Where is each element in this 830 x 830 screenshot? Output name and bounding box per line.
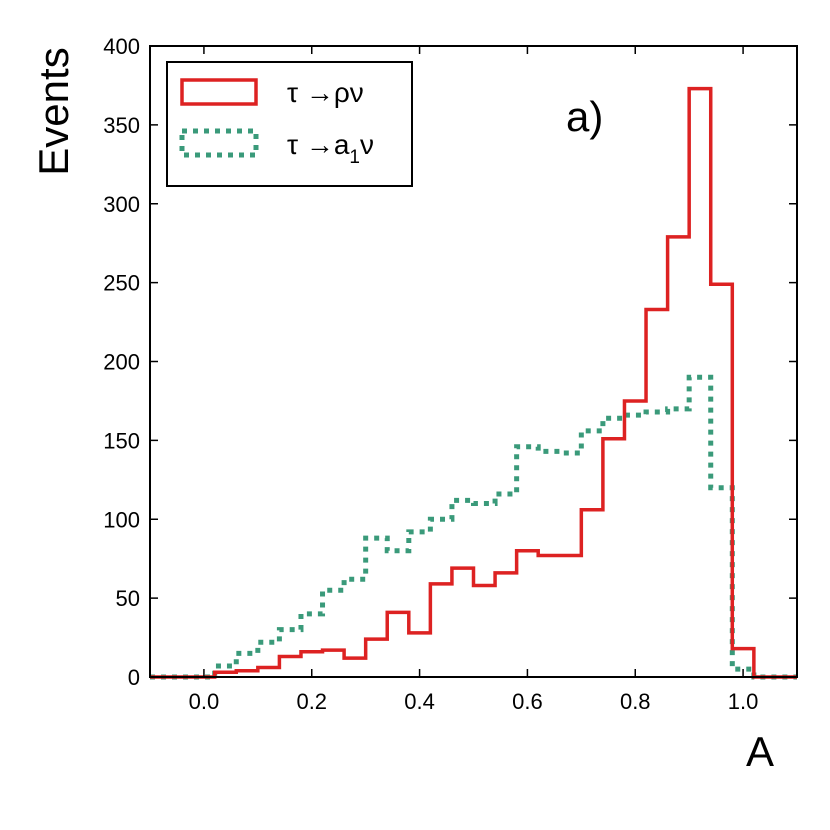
series-line-a1 (150, 374, 797, 680)
legend-swatch-rho (180, 78, 258, 106)
legend-label-rho: τ →ρν (287, 77, 364, 108)
y-tick-label: 100 (103, 507, 140, 532)
y-tick-label: 150 (103, 428, 140, 453)
y-tick-label: 300 (103, 192, 140, 217)
y-tick-label: 0 (128, 665, 140, 690)
x-tick-label: 0.6 (512, 689, 543, 714)
series-line-rho (150, 86, 797, 679)
y-tick-label: 250 (103, 271, 140, 296)
x-tick-label: 1.0 (728, 689, 759, 714)
legend-box (166, 61, 413, 187)
x-tick-label: 0.0 (189, 689, 220, 714)
legend-swatch-a1 (179, 128, 259, 158)
x-tick-label: 0.2 (296, 689, 327, 714)
legend: τ →ρν τ →a1ν (166, 61, 413, 187)
plot-frame (149, 45, 798, 678)
y-tick-label: 400 (103, 34, 140, 59)
y-tick-label: 350 (103, 113, 140, 138)
y-axis-label: Events (30, 47, 77, 175)
x-axis-label: A (746, 728, 774, 775)
y-tick-label: 50 (116, 586, 140, 611)
panel-annotation: a) (566, 93, 603, 140)
series-layer (150, 86, 797, 680)
legend-label-a1: τ →a1ν (287, 129, 374, 168)
y-tick-label: 200 (103, 350, 140, 375)
x-tick-label: 0.4 (404, 689, 435, 714)
x-tick-label: 0.8 (620, 689, 651, 714)
ticks-layer: 0.0 0.2 0.4 0.6 0.8 1.0 0 50 100 150 200 250 300 350 4… (103, 34, 797, 714)
